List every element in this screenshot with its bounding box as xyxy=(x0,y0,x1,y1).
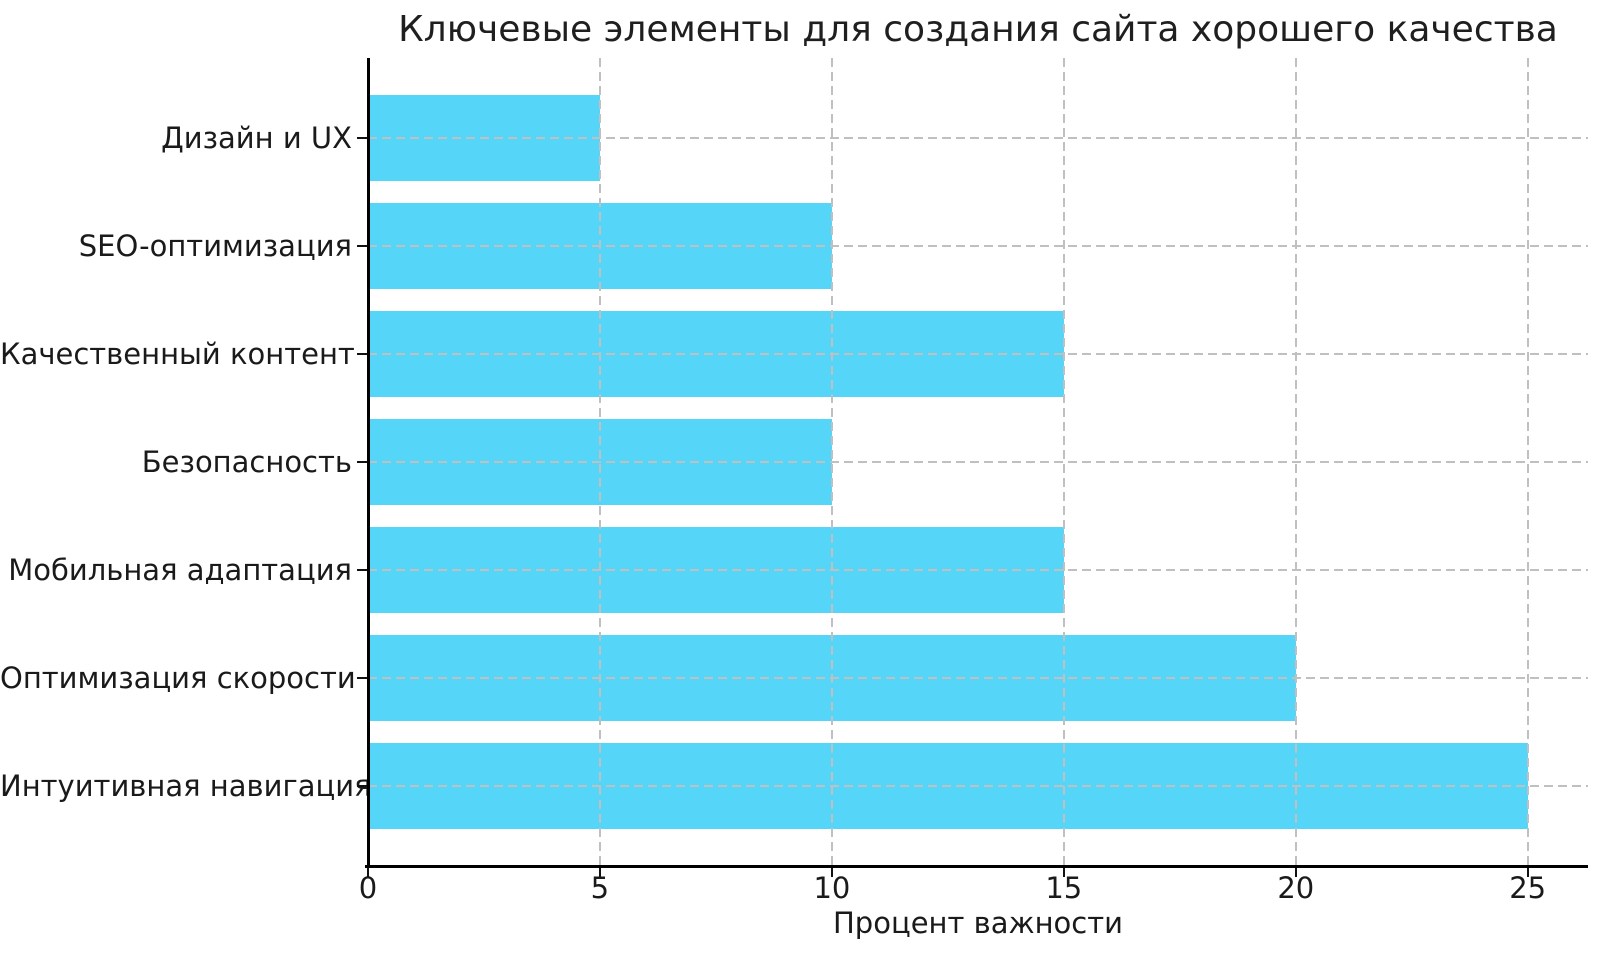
x-tick xyxy=(1062,867,1065,877)
h-gridline xyxy=(368,785,1588,787)
y-tick xyxy=(357,353,367,355)
y-tick-label: Мобильная адаптация xyxy=(8,553,352,587)
h-gridline xyxy=(368,569,1588,571)
h-gridline xyxy=(368,245,1588,247)
y-tick xyxy=(357,569,367,571)
x-tick-label: 5 xyxy=(590,871,610,905)
y-tick xyxy=(357,461,367,463)
x-tick xyxy=(830,867,833,877)
x-axis-label: Процент важности xyxy=(833,906,1123,940)
v-gridline xyxy=(1526,58,1529,865)
h-gridline xyxy=(368,353,1588,355)
chart-title: Ключевые элементы для создания сайта хор… xyxy=(398,9,1558,50)
h-gridline xyxy=(368,677,1588,679)
x-tick xyxy=(1294,867,1297,877)
x-tick-label: 25 xyxy=(1509,871,1547,905)
y-tick xyxy=(357,785,367,788)
x-tick xyxy=(598,867,601,877)
x-tick-label: 10 xyxy=(813,871,851,905)
x-tick xyxy=(1526,867,1529,877)
y-tick-label: Качественный контент xyxy=(0,337,355,371)
y-tick xyxy=(357,136,367,139)
x-tick-label: 0 xyxy=(358,871,378,905)
y-tick-label: Оптимизация скорости xyxy=(0,661,356,695)
x-axis-spine xyxy=(365,864,1588,868)
y-tick-label: SEO-оптимизация xyxy=(78,229,352,263)
y-axis-spine xyxy=(366,58,370,868)
y-tick xyxy=(357,677,367,679)
y-tick-label: Безопасность xyxy=(141,445,352,479)
x-tick-label: 20 xyxy=(1277,871,1315,905)
v-gridline xyxy=(831,58,833,865)
v-gridline xyxy=(599,58,601,865)
v-gridline xyxy=(1062,58,1065,865)
v-gridline xyxy=(1294,58,1297,865)
x-tick-label: 15 xyxy=(1045,871,1083,905)
y-tick-label: Дизайн и UX xyxy=(161,120,352,155)
y-tick xyxy=(357,245,367,247)
h-gridline xyxy=(368,137,1588,139)
h-gridline xyxy=(368,461,1588,463)
x-tick xyxy=(367,867,369,877)
y-tick-label: Интуитивная навигация xyxy=(0,769,372,804)
